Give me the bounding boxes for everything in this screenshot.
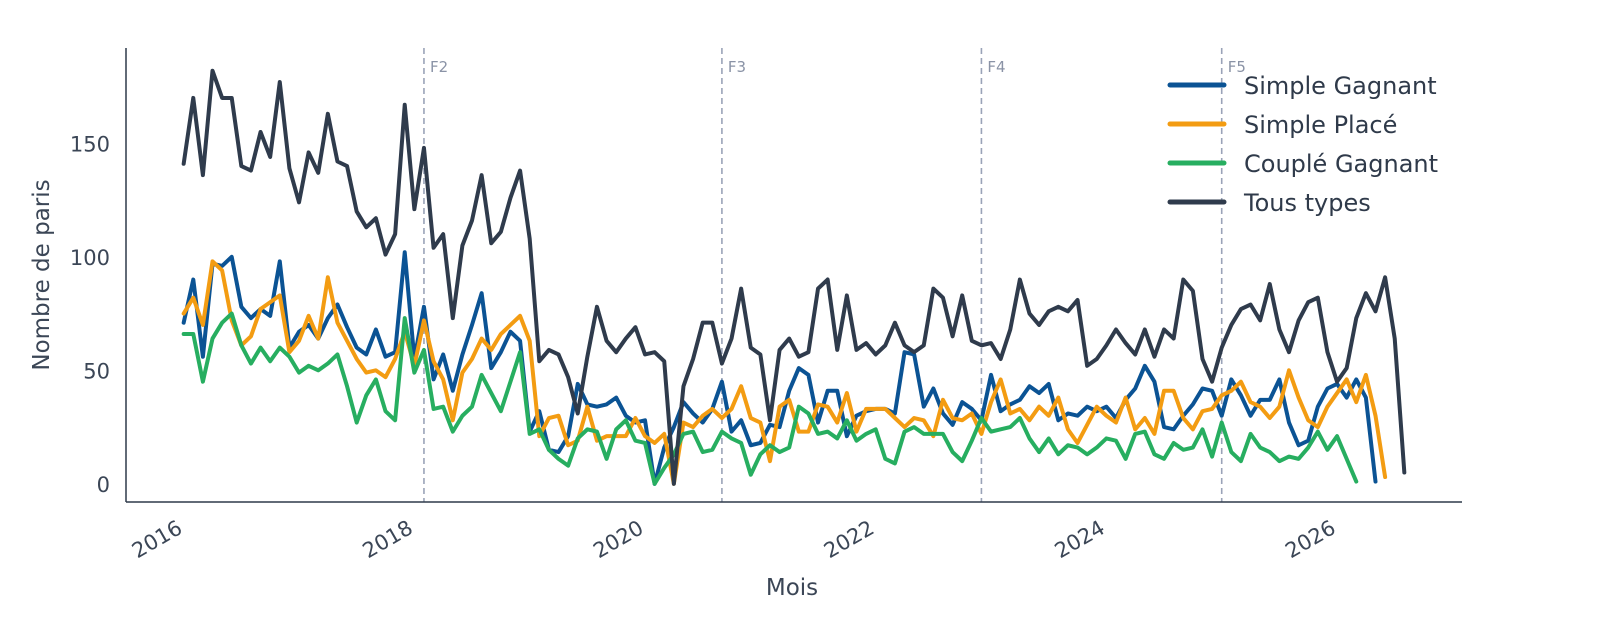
series-lines bbox=[181, 68, 1407, 486]
marker-label: F4 bbox=[987, 58, 1005, 76]
x-tick-label: 2020 bbox=[589, 516, 647, 564]
marker-label: F3 bbox=[728, 58, 746, 76]
series-line-2 bbox=[181, 259, 1388, 486]
legend-label: Tous types bbox=[1243, 189, 1371, 217]
axes bbox=[125, 48, 1462, 503]
y-tick-label: 50 bbox=[83, 359, 110, 383]
x-tick-label: 2024 bbox=[1051, 516, 1109, 564]
legend-label: Couplé Gagnant bbox=[1244, 150, 1438, 178]
legend: Simple Gagnant Simple Placé Couplé Gagnant… bbox=[1167, 72, 1438, 217]
y-axis-title: Nombre de paris bbox=[29, 179, 55, 370]
x-tick-labels: 2016 2018 2020 2022 2024 2026 bbox=[128, 516, 1340, 564]
x-tick-label: 2026 bbox=[1281, 516, 1339, 564]
x-tick-label: 2016 bbox=[128, 516, 186, 564]
y-tick-label: 100 bbox=[70, 246, 110, 270]
event-markers: F2 F3 F4 F5 bbox=[423, 48, 1246, 502]
x-tick-label: 2018 bbox=[359, 516, 417, 564]
y-tick-labels: 0 50 100 150 bbox=[70, 132, 110, 497]
y-tick-label: 150 bbox=[70, 132, 110, 156]
series-line-1 bbox=[181, 250, 1378, 486]
marker-label: F5 bbox=[1228, 58, 1246, 76]
legend-label: Simple Gagnant bbox=[1244, 72, 1437, 100]
series-line-3 bbox=[181, 311, 1359, 486]
x-axis-title: Mois bbox=[766, 575, 818, 601]
y-tick-label: 0 bbox=[97, 473, 110, 497]
marker-label: F2 bbox=[430, 58, 448, 76]
x-tick-label: 2022 bbox=[820, 516, 878, 564]
legend-label: Simple Placé bbox=[1244, 111, 1397, 139]
series-line-4 bbox=[181, 68, 1407, 486]
